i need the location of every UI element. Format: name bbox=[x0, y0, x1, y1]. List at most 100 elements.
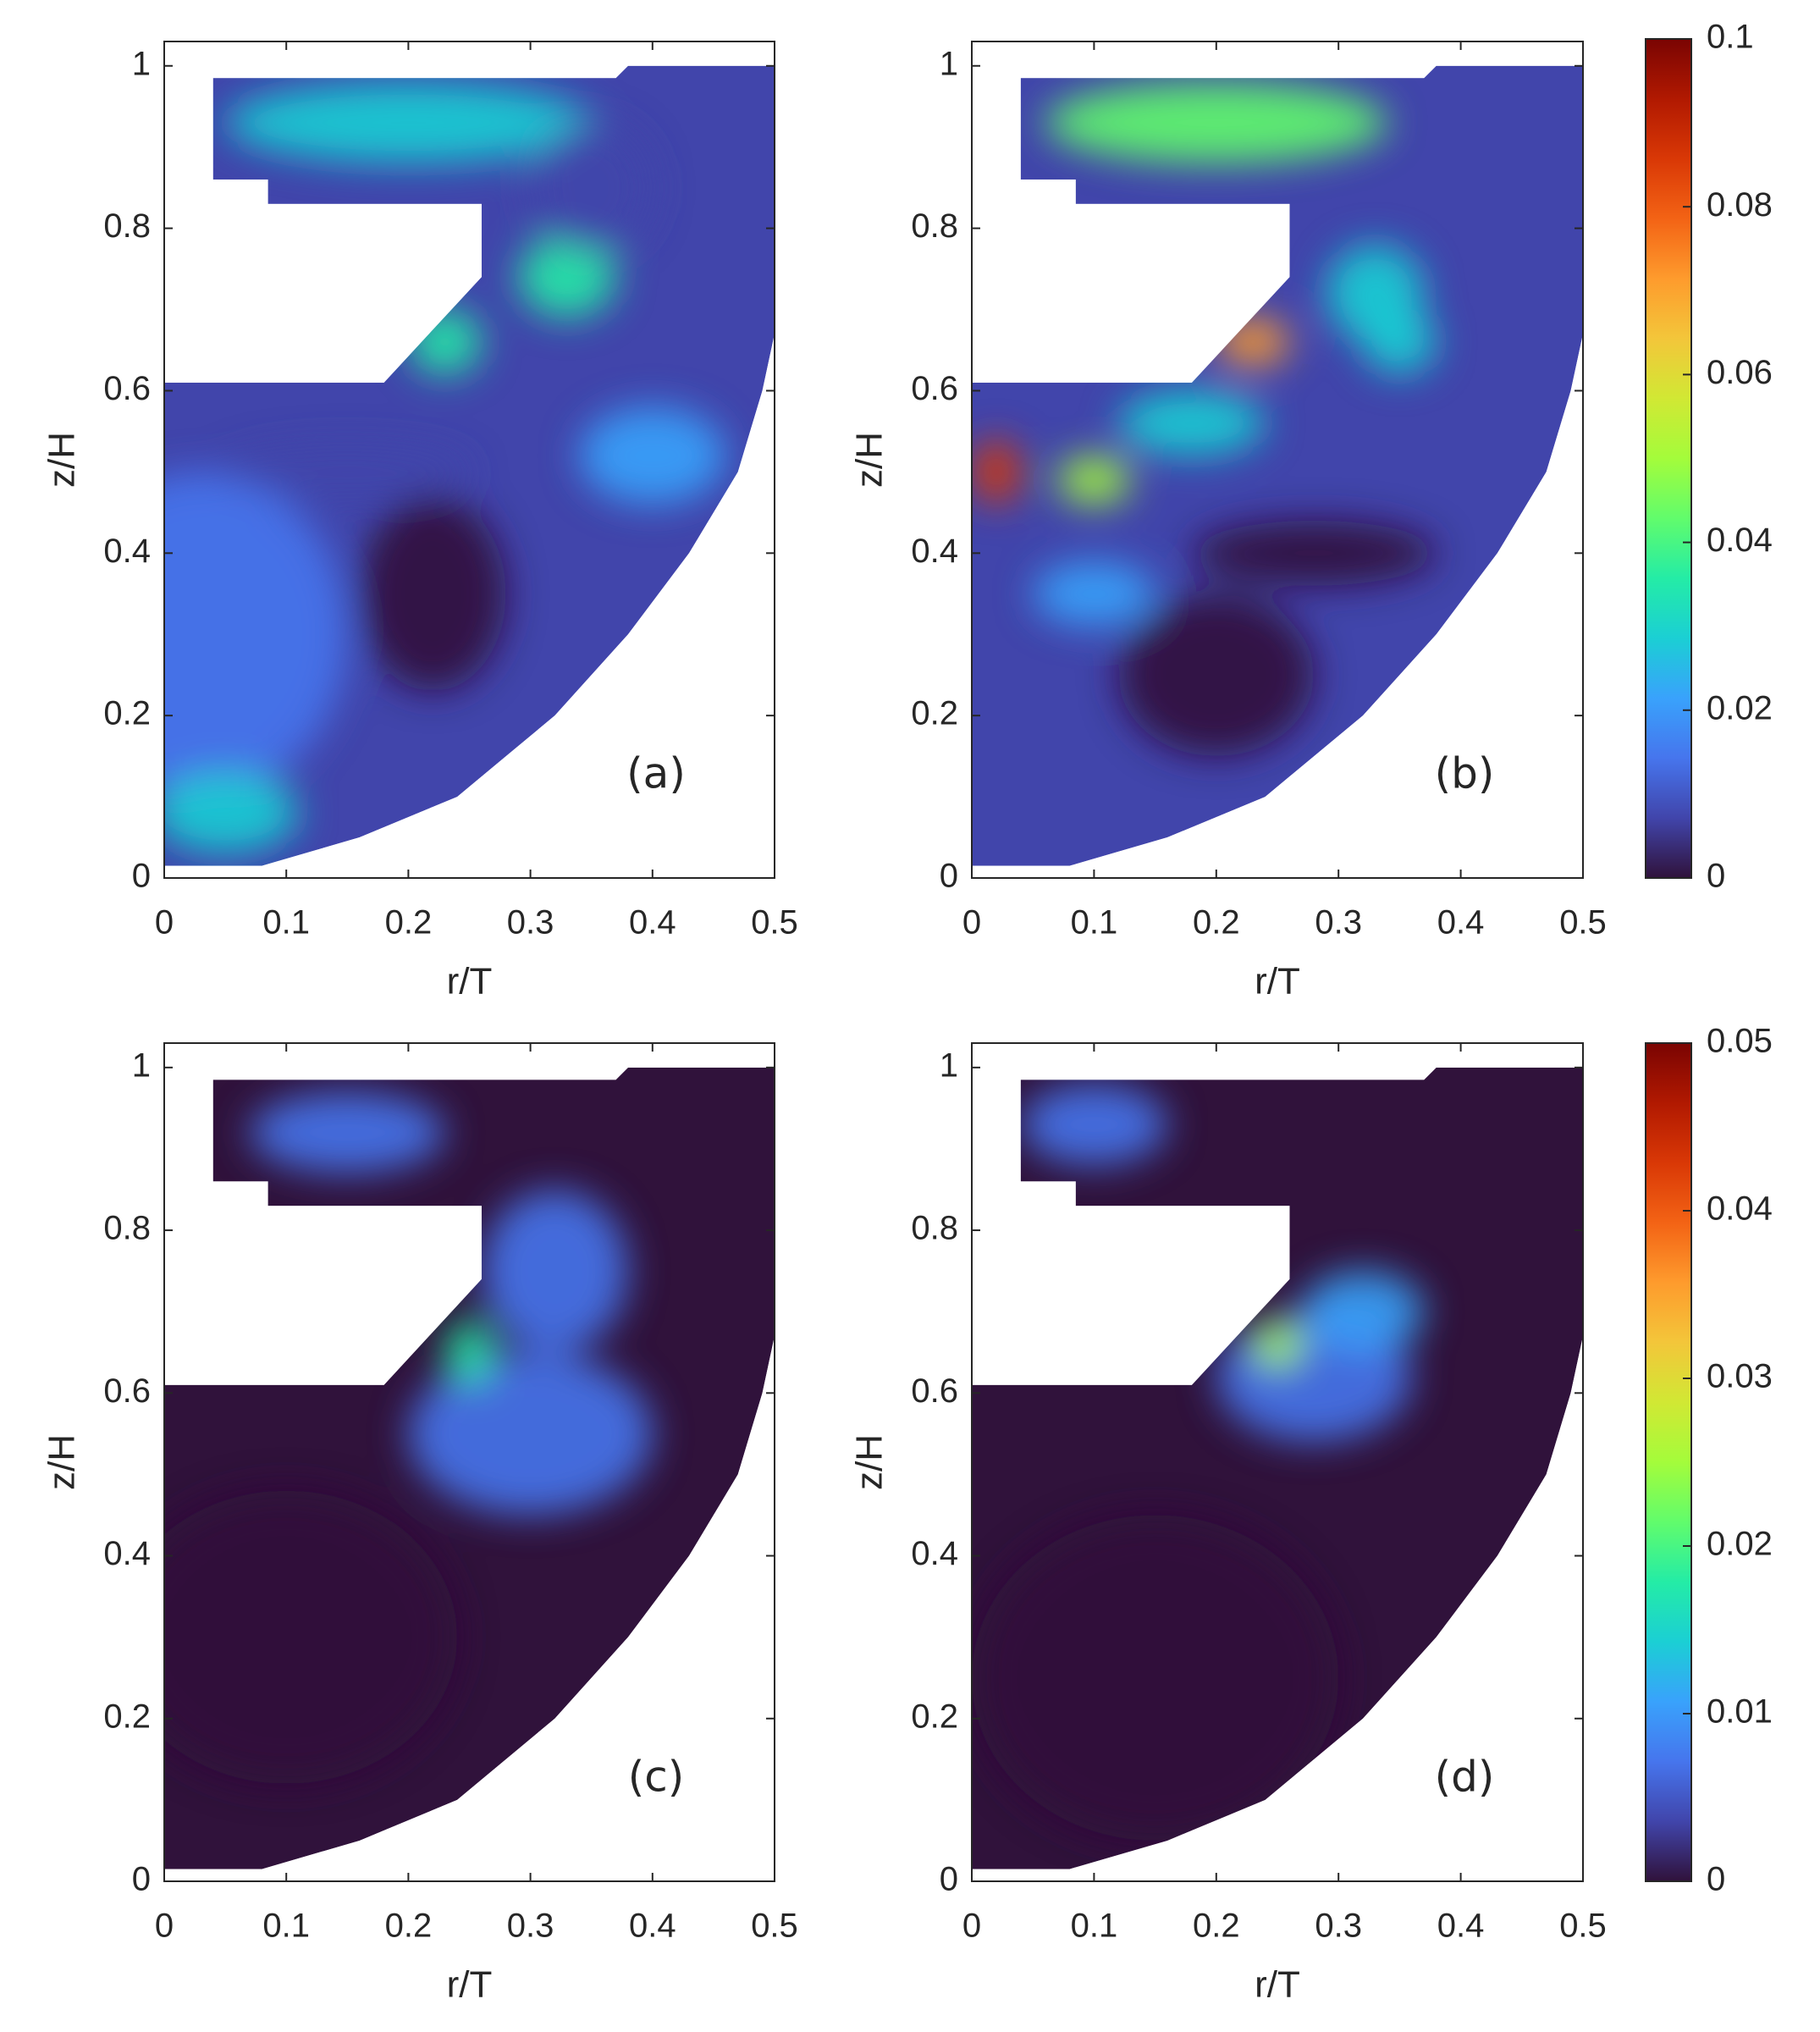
colorbar-tick-label: 0.01 bbox=[1707, 1693, 1773, 1731]
x-tick-label: 0.3 bbox=[1315, 904, 1362, 941]
y-tick-label: 0.6 bbox=[911, 1372, 958, 1410]
field-blob bbox=[1020, 1084, 1168, 1166]
field-blob bbox=[408, 309, 482, 375]
colorbar-tick-label: 0 bbox=[1707, 1861, 1725, 1898]
x-tick-label: 0.4 bbox=[629, 904, 676, 941]
field-blobs bbox=[972, 1084, 1425, 1841]
y-axis-label: z/H bbox=[849, 432, 891, 488]
y-tick-label: 0 bbox=[132, 1861, 151, 1898]
colorbar-tick-label: 0 bbox=[1707, 858, 1725, 895]
y-tick-label: 0.8 bbox=[103, 207, 151, 245]
field-blob bbox=[249, 1091, 445, 1173]
colorbar-tick-label: 0.1 bbox=[1707, 19, 1754, 56]
x-tick-label: 0 bbox=[155, 904, 174, 941]
x-tick-label: 0.2 bbox=[1193, 904, 1240, 941]
x-tick-label: 0.3 bbox=[507, 1908, 554, 1945]
y-tick-label: 0.8 bbox=[911, 207, 958, 245]
field bbox=[164, 65, 775, 866]
y-tick-label: 0 bbox=[132, 858, 151, 895]
colorbar-tick-label: 0.08 bbox=[1707, 186, 1773, 224]
y-tick-label: 1 bbox=[940, 45, 958, 82]
colorbar-tick-label: 0.03 bbox=[1707, 1358, 1773, 1395]
x-tick-label: 0 bbox=[155, 1908, 174, 1945]
y-tick-label: 0.2 bbox=[103, 695, 151, 732]
colorbar-tick-label: 0.04 bbox=[1707, 1190, 1773, 1228]
x-tick-label: 0.5 bbox=[1559, 904, 1607, 941]
x-tick-label: 0.2 bbox=[385, 1908, 433, 1945]
x-tick-label: 0.3 bbox=[507, 904, 554, 941]
field-blob bbox=[1118, 594, 1315, 757]
y-axis-label: z/H bbox=[41, 1434, 83, 1490]
x-tick-label: 0.3 bbox=[1315, 1908, 1362, 1945]
panel: 0 0.1 0.2 0.3 0.4 0.5 0 0.2 0.4 0.6 0.8 1 r/T z/H (c) bbox=[41, 1042, 798, 2006]
panel-label: (b) bbox=[1435, 749, 1495, 798]
x-axis-label: r/T bbox=[447, 961, 493, 1002]
colorbar-tick-label: 0.02 bbox=[1707, 689, 1773, 726]
field-blob bbox=[1363, 309, 1437, 375]
field-blob bbox=[225, 81, 592, 163]
y-tick-label: 0.8 bbox=[911, 1210, 958, 1247]
x-tick-label: 0.4 bbox=[1437, 904, 1485, 941]
y-tick-label: 1 bbox=[132, 1046, 151, 1084]
axes-frame bbox=[971, 41, 1584, 879]
x-tick-label: 0.1 bbox=[262, 904, 310, 941]
field-blob bbox=[972, 1515, 1339, 1841]
x-axis-label: r/T bbox=[1255, 1964, 1300, 2006]
x-tick-label: 0 bbox=[962, 1908, 981, 1945]
y-tick-label: 0.2 bbox=[103, 1698, 151, 1735]
x-tick-label: 0.2 bbox=[385, 904, 433, 941]
field-blob bbox=[1253, 1319, 1302, 1369]
x-tick-label: 0.4 bbox=[629, 1908, 676, 1945]
field-blob bbox=[481, 1190, 628, 1353]
panel: 0 0.1 0.2 0.3 0.4 0.5 0 0.2 0.4 0.6 0.8 1 r/T z/H (b) 0… bbox=[849, 19, 1773, 1002]
field-blob bbox=[225, 447, 470, 497]
y-tick-label: 0.8 bbox=[103, 1210, 151, 1247]
x-tick-label: 0.5 bbox=[751, 1908, 798, 1945]
field-blob bbox=[164, 772, 299, 854]
field-blob bbox=[408, 1352, 653, 1516]
field-blob bbox=[444, 1319, 494, 1385]
y-axis-label: z/H bbox=[849, 1434, 891, 1490]
y-tick-label: 0.4 bbox=[911, 1535, 958, 1572]
colorbar-tick-label: 0.04 bbox=[1707, 522, 1773, 559]
field-blob bbox=[1301, 1271, 1425, 1353]
y-tick-label: 1 bbox=[940, 1046, 958, 1084]
field-blob bbox=[972, 439, 1021, 505]
field-blob bbox=[579, 406, 726, 505]
colorbar-tick-label: 0.06 bbox=[1707, 354, 1773, 391]
field-blob bbox=[530, 122, 653, 253]
y-tick-label: 0.2 bbox=[911, 1698, 958, 1735]
field-blob bbox=[1216, 318, 1290, 367]
panel-label: (a) bbox=[626, 749, 686, 798]
field-blob bbox=[1118, 390, 1266, 456]
panel: 0 0.1 0.2 0.3 0.4 0.5 0 0.2 0.4 0.6 0.8 1 r/T z/H (a) bbox=[41, 41, 798, 1002]
y-axis-label: z/H bbox=[41, 432, 83, 488]
field-blob bbox=[1045, 81, 1387, 163]
field-blob bbox=[164, 472, 348, 798]
field-blobs bbox=[164, 1091, 653, 1784]
x-axis-label: r/T bbox=[1255, 961, 1300, 1002]
x-tick-label: 0.1 bbox=[1071, 1908, 1118, 1945]
y-tick-label: 0 bbox=[940, 858, 958, 895]
field bbox=[972, 65, 1583, 866]
axes-frame bbox=[971, 1042, 1584, 1882]
field-blob bbox=[359, 496, 506, 692]
y-tick-label: 0.6 bbox=[911, 370, 958, 407]
field-blob bbox=[1057, 456, 1131, 505]
field-blob bbox=[1033, 560, 1155, 627]
axes-frame bbox=[163, 41, 775, 879]
axes-frame bbox=[163, 1042, 775, 1882]
y-tick-label: 1 bbox=[132, 45, 151, 82]
y-tick-label: 0 bbox=[940, 1861, 958, 1898]
x-tick-label: 0.5 bbox=[751, 904, 798, 941]
x-tick-label: 0.2 bbox=[1193, 1908, 1240, 1945]
field-blobs bbox=[164, 81, 726, 854]
x-tick-label: 0.5 bbox=[1559, 1908, 1607, 1945]
y-tick-label: 0.4 bbox=[911, 533, 958, 570]
colorbar-tick-label: 0.02 bbox=[1707, 1526, 1773, 1563]
field-blobs bbox=[972, 81, 1437, 757]
field-blob bbox=[518, 236, 616, 318]
field-base bbox=[972, 65, 1583, 866]
colorbar bbox=[1645, 38, 1692, 879]
